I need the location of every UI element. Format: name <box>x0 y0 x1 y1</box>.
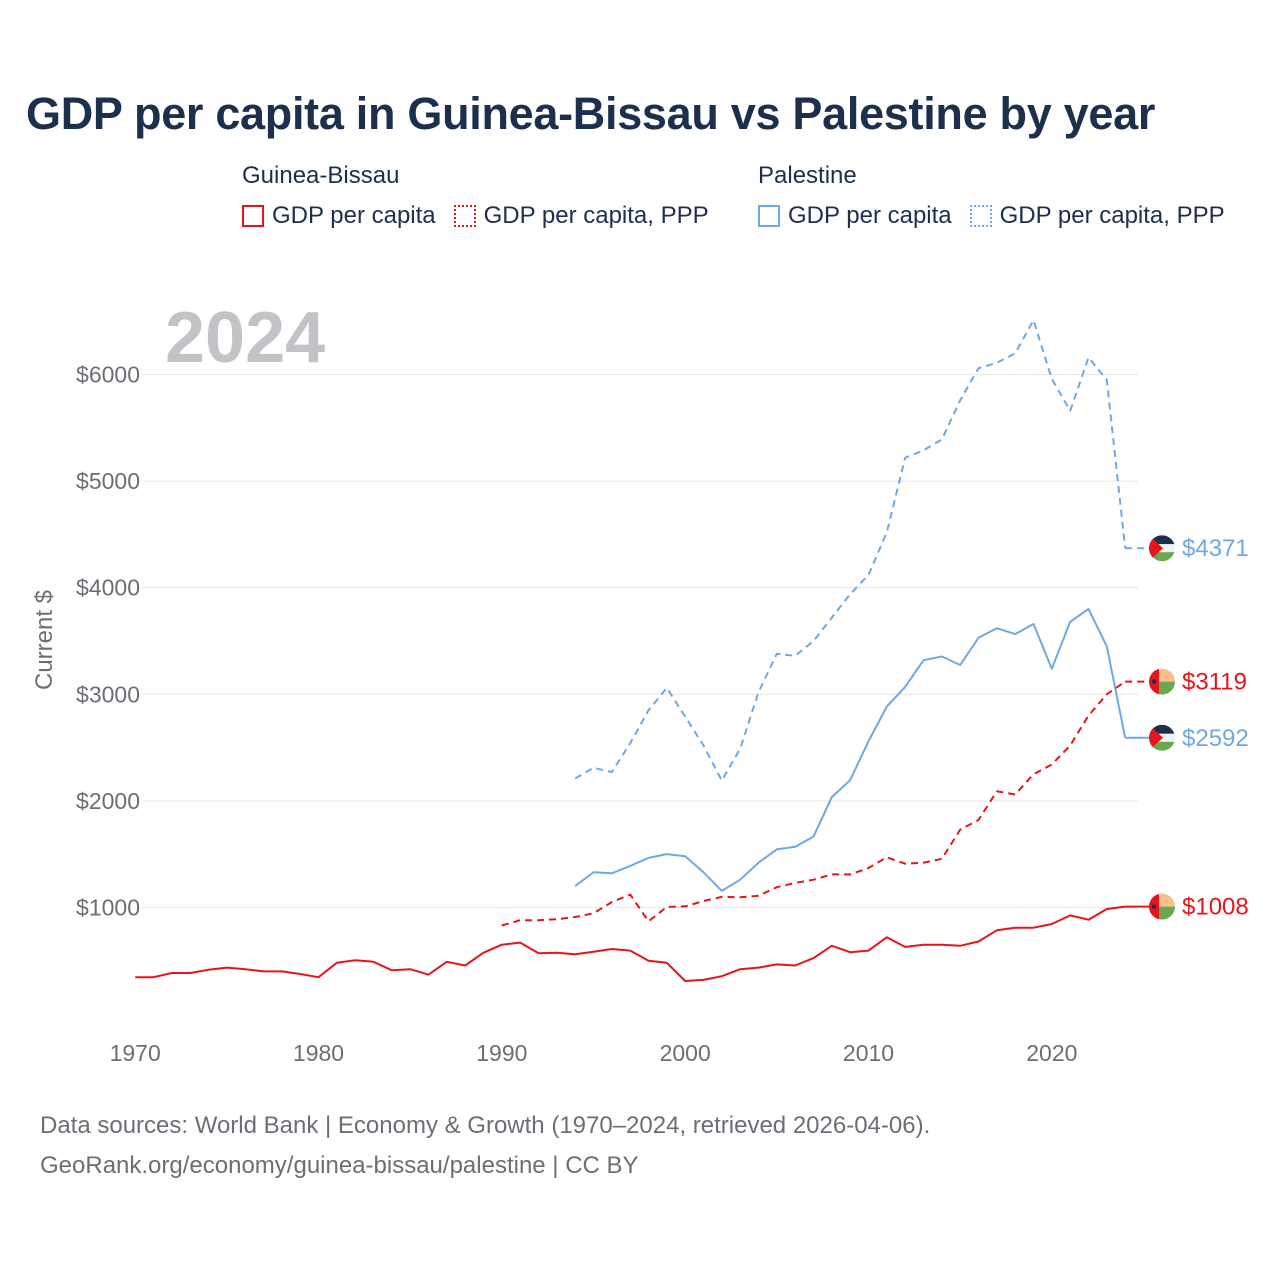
y-axis-label: Current $ <box>31 590 58 690</box>
legend-swatch-gb-gdp-ppp <box>453 205 476 227</box>
legend-item-label: GDP per capita, PPP <box>483 202 709 229</box>
legend-item-label: GDP per capita <box>788 202 952 229</box>
y-tick-label: $1000 <box>76 894 140 920</box>
guinea-bissau-flag-icon <box>1149 668 1175 695</box>
legend-group-title: Palestine <box>758 162 857 189</box>
legend-group-title: Guinea-Bissau <box>242 162 400 189</box>
y-tick-label: $2000 <box>76 788 140 814</box>
year-watermark: 2024 <box>165 298 325 378</box>
series-line-3[interactable] <box>574 319 1127 782</box>
series-line-2[interactable] <box>574 608 1127 892</box>
y-tick-label: $5000 <box>76 468 140 494</box>
footer-sources: Data sources: World Bank | Economy & Gro… <box>40 1112 931 1139</box>
footer-url[interactable]: GeoRank.org/economy/guinea-bissau/palest… <box>40 1152 639 1179</box>
series-line-0[interactable] <box>135 905 1126 982</box>
x-tick-label: 2000 <box>660 1040 711 1066</box>
x-tick-label: 1970 <box>110 1040 161 1066</box>
legend-group-guinea-bissau: Guinea-Bissau GDP per capita GDP per cap… <box>242 162 709 230</box>
legend-swatch-gb-gdp <box>242 205 264 227</box>
chart-title: GDP per capita in Guinea-Bissau vs Pales… <box>26 88 1156 139</box>
legend-swatch-ps-gdp <box>758 205 780 227</box>
legend-item-gb-gdp-ppp[interactable]: GDP per capita, PPP <box>453 202 709 230</box>
series-3-end-label: $4371 <box>1182 535 1249 562</box>
x-tick-label: 1980 <box>293 1040 344 1066</box>
palestine-flag-icon <box>1149 724 1175 751</box>
y-tick-label: $6000 <box>76 362 140 388</box>
legend-swatch-ps-gdp-ppp <box>969 205 992 227</box>
x-tick-label: 2010 <box>843 1040 894 1066</box>
legend-item-label: GDP per capita <box>272 202 436 229</box>
legend-group-palestine: Palestine GDP per capita GDP per capita,… <box>758 162 1225 230</box>
series-line-1[interactable] <box>501 680 1126 927</box>
x-tick-label: 2020 <box>1026 1040 1077 1066</box>
y-tick-label: $3000 <box>76 681 140 707</box>
legend-item-ps-gdp-ppp[interactable]: GDP per capita, PPP <box>969 202 1225 230</box>
legend-item-label: GDP per capita, PPP <box>999 202 1225 229</box>
legend-item-ps-gdp[interactable]: GDP per capita <box>758 202 952 230</box>
series-1-end-label: $3119 <box>1182 669 1247 696</box>
palestine-flag-icon <box>1149 535 1175 562</box>
y-tick-label: $4000 <box>76 575 140 601</box>
series-2-end-label: $2592 <box>1182 725 1249 752</box>
legend-item-gb-gdp[interactable]: GDP per capita <box>242 202 436 230</box>
line-chart: 2024 Current $ $1000 $2000 $3000 $4000 $5000… <box>31 298 1249 1066</box>
footer: Data sources: World Bank | Economy & Gro… <box>40 1106 930 1186</box>
guinea-bissau-flag-icon <box>1149 893 1175 920</box>
x-tick-label: 1990 <box>476 1040 527 1066</box>
series-0-end-label: $1008 <box>1182 894 1249 921</box>
